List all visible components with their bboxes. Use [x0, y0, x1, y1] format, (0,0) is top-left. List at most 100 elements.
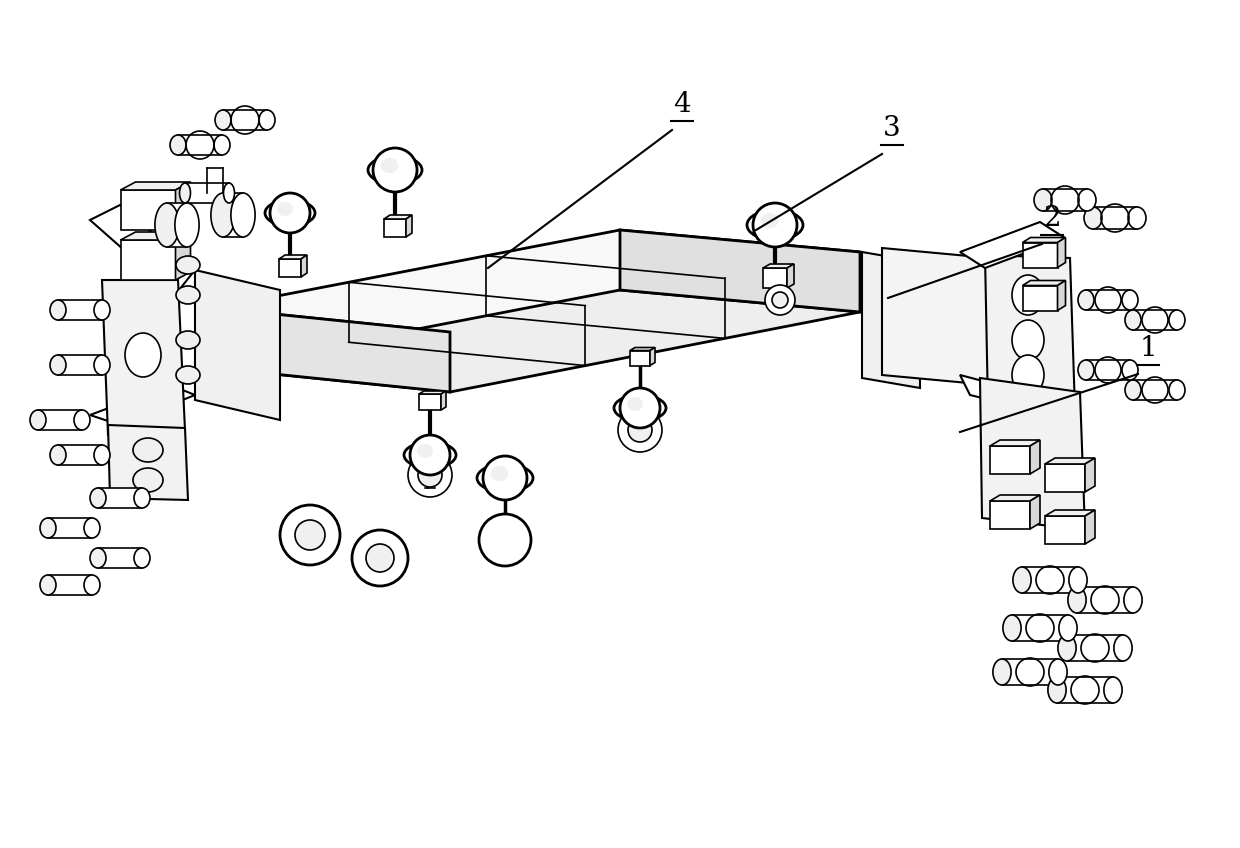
- Ellipse shape: [180, 183, 191, 203]
- Ellipse shape: [40, 575, 56, 595]
- Polygon shape: [1023, 243, 1058, 267]
- Ellipse shape: [176, 331, 200, 349]
- Ellipse shape: [1058, 635, 1076, 661]
- Ellipse shape: [170, 135, 186, 155]
- Polygon shape: [48, 518, 92, 538]
- Ellipse shape: [627, 418, 652, 442]
- Ellipse shape: [231, 193, 255, 237]
- Ellipse shape: [94, 355, 110, 375]
- Polygon shape: [787, 264, 794, 288]
- Ellipse shape: [176, 256, 200, 274]
- Polygon shape: [223, 110, 267, 130]
- Polygon shape: [215, 230, 861, 332]
- Ellipse shape: [1123, 587, 1142, 613]
- Ellipse shape: [1084, 207, 1102, 229]
- Ellipse shape: [408, 453, 453, 497]
- Polygon shape: [1085, 458, 1095, 492]
- Ellipse shape: [1114, 635, 1132, 661]
- Ellipse shape: [1104, 677, 1122, 703]
- Ellipse shape: [627, 397, 644, 411]
- Polygon shape: [990, 446, 1030, 474]
- Ellipse shape: [352, 530, 408, 586]
- Polygon shape: [384, 219, 405, 237]
- Polygon shape: [279, 259, 301, 277]
- Ellipse shape: [133, 468, 162, 492]
- Polygon shape: [1056, 677, 1114, 703]
- Ellipse shape: [1169, 380, 1185, 400]
- Polygon shape: [167, 203, 187, 247]
- Ellipse shape: [1068, 587, 1086, 613]
- Ellipse shape: [773, 292, 787, 308]
- Ellipse shape: [1169, 310, 1185, 330]
- Polygon shape: [58, 300, 102, 320]
- Ellipse shape: [1125, 310, 1141, 330]
- Polygon shape: [176, 182, 191, 230]
- Ellipse shape: [765, 285, 795, 315]
- Polygon shape: [179, 135, 222, 155]
- Polygon shape: [195, 270, 280, 420]
- Polygon shape: [1085, 510, 1095, 544]
- Ellipse shape: [175, 203, 200, 247]
- Ellipse shape: [1078, 290, 1094, 310]
- Polygon shape: [1133, 310, 1177, 330]
- Polygon shape: [38, 410, 82, 430]
- Polygon shape: [1045, 516, 1085, 544]
- Polygon shape: [620, 230, 861, 312]
- Polygon shape: [301, 255, 308, 277]
- Polygon shape: [1022, 567, 1078, 593]
- Ellipse shape: [270, 193, 310, 233]
- Ellipse shape: [84, 518, 100, 538]
- Text: 2: 2: [1043, 205, 1060, 232]
- Polygon shape: [1086, 360, 1130, 380]
- Ellipse shape: [1122, 290, 1138, 310]
- Polygon shape: [176, 232, 191, 280]
- Ellipse shape: [1012, 320, 1044, 360]
- Ellipse shape: [176, 366, 200, 384]
- Polygon shape: [120, 182, 191, 190]
- Ellipse shape: [753, 203, 797, 247]
- Ellipse shape: [1125, 380, 1141, 400]
- Polygon shape: [1023, 286, 1058, 310]
- Polygon shape: [419, 394, 441, 410]
- Ellipse shape: [1078, 360, 1094, 380]
- Ellipse shape: [366, 544, 394, 572]
- Ellipse shape: [1049, 659, 1068, 685]
- Polygon shape: [91, 205, 195, 295]
- Polygon shape: [91, 385, 195, 425]
- Ellipse shape: [993, 659, 1011, 685]
- Ellipse shape: [1128, 207, 1146, 229]
- Polygon shape: [980, 378, 1085, 530]
- Ellipse shape: [259, 110, 275, 130]
- Ellipse shape: [1048, 677, 1066, 703]
- Ellipse shape: [1003, 615, 1021, 641]
- Ellipse shape: [620, 388, 660, 428]
- Ellipse shape: [410, 435, 450, 475]
- Polygon shape: [650, 348, 655, 365]
- Ellipse shape: [618, 408, 662, 452]
- Ellipse shape: [484, 456, 527, 500]
- Polygon shape: [1092, 207, 1137, 229]
- Polygon shape: [48, 575, 92, 595]
- Ellipse shape: [417, 444, 433, 458]
- Ellipse shape: [1013, 567, 1032, 593]
- Polygon shape: [1133, 380, 1177, 400]
- Ellipse shape: [94, 300, 110, 320]
- Polygon shape: [1045, 510, 1095, 516]
- Polygon shape: [279, 255, 308, 259]
- Polygon shape: [990, 440, 1040, 446]
- Polygon shape: [1058, 237, 1065, 267]
- Ellipse shape: [1059, 615, 1078, 641]
- Ellipse shape: [1069, 567, 1087, 593]
- Polygon shape: [384, 215, 412, 219]
- Polygon shape: [990, 495, 1040, 501]
- Ellipse shape: [155, 203, 179, 247]
- Polygon shape: [98, 548, 143, 568]
- Ellipse shape: [1012, 355, 1044, 395]
- Polygon shape: [1030, 495, 1040, 529]
- Ellipse shape: [40, 518, 56, 538]
- Polygon shape: [419, 391, 446, 394]
- Ellipse shape: [74, 410, 91, 430]
- Polygon shape: [120, 190, 176, 230]
- Polygon shape: [58, 355, 102, 375]
- Polygon shape: [1023, 281, 1065, 286]
